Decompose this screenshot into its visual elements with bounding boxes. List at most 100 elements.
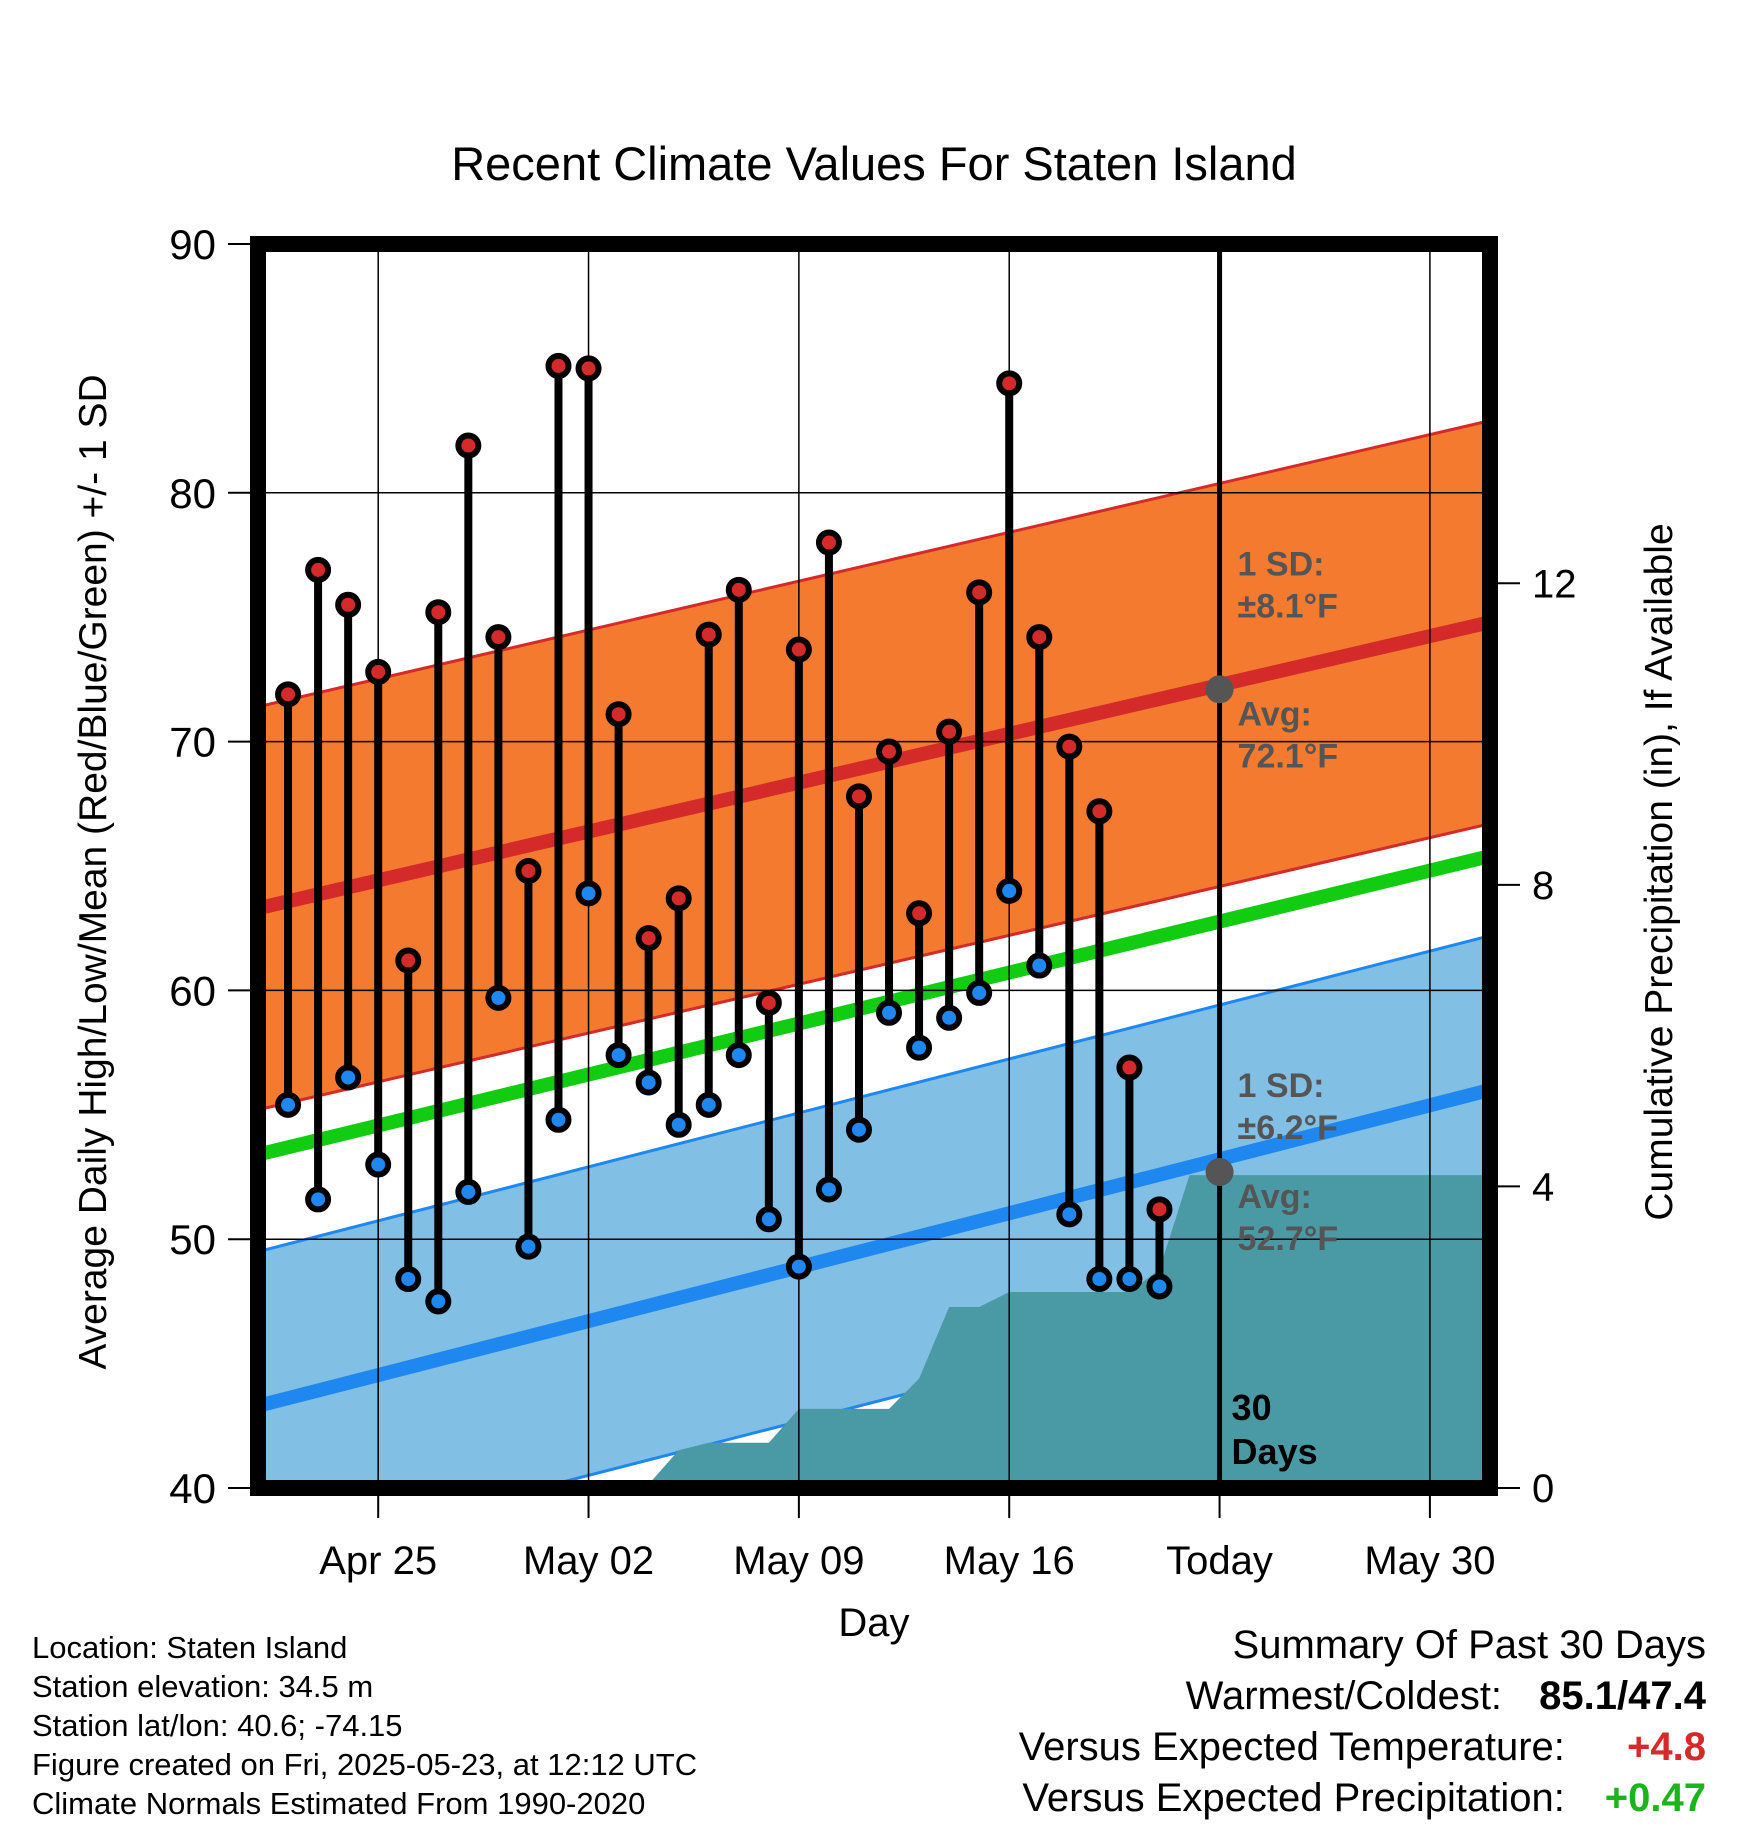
normal-low-band — [258, 935, 1490, 1488]
daily-low-point — [1086, 1266, 1113, 1293]
normal-high-line — [258, 615, 1490, 916]
daily-high-point — [1026, 624, 1053, 651]
daily-low-point — [635, 1069, 662, 1096]
daily-low-point — [845, 1116, 872, 1143]
daily-high-point — [665, 885, 692, 912]
daily-low-point — [755, 1206, 782, 1233]
summary-temp: Versus Expected Temperature: +4.8 — [1019, 1722, 1706, 1773]
normal-low-sd-label: 1 SD: — [1238, 1067, 1325, 1105]
latlon-text: Station lat/lon: 40.6; -74.15 — [32, 1708, 403, 1743]
summary-precip: Versus Expected Precipitation: +0.47 — [1019, 1773, 1706, 1824]
daily-low-point — [876, 999, 903, 1026]
daily-low-point — [515, 1233, 542, 1260]
today-days-label: Days — [1232, 1431, 1318, 1472]
daily-high-point — [515, 857, 542, 884]
daily-low-point — [275, 1091, 302, 1118]
chart-title: Recent Climate Values For Staten Island — [451, 137, 1297, 190]
daily-high-point — [545, 352, 572, 379]
daily-low-point — [425, 1288, 452, 1315]
normal-high-band-lower-edge — [258, 822, 1490, 1112]
normal-high-avg-value: 72.1°F — [1238, 737, 1339, 775]
daily-high-point — [845, 783, 872, 810]
x-tick-label: May 16 — [944, 1539, 1075, 1583]
precipitation-area — [258, 1175, 1490, 1488]
plot-frame — [250, 236, 1498, 1496]
daily-low-point — [335, 1064, 362, 1091]
y2-tick-label: 4 — [1532, 1165, 1554, 1209]
normals-text: Climate Normals Estimated From 1990-2020 — [32, 1786, 646, 1821]
normal-low-line — [258, 1083, 1490, 1413]
daily-low-point — [605, 1042, 632, 1069]
temp-anomaly-value: +4.8 — [1627, 1725, 1706, 1769]
elevation-text: Station elevation: 34.5 m — [32, 1669, 374, 1704]
y2-tick-label: 0 — [1532, 1467, 1554, 1511]
daily-low-point — [305, 1186, 332, 1213]
daily-high-point — [876, 738, 903, 765]
daily-low-point — [695, 1091, 722, 1118]
summary-warmest-coldest: Warmest/Coldest: 85.1/47.4 — [1019, 1671, 1706, 1722]
daily-low-point — [395, 1266, 422, 1293]
daily-high-point — [455, 432, 482, 459]
daily-low-point — [665, 1111, 692, 1138]
daily-low-point — [725, 1042, 752, 1069]
normal-low-sd-value: ±6.2°F — [1238, 1109, 1338, 1147]
y-tick-label: 60 — [169, 967, 216, 1014]
daily-low-point — [1146, 1273, 1173, 1300]
precip-anomaly-value: +0.47 — [1604, 1776, 1706, 1820]
y-tick-label: 40 — [169, 1465, 216, 1512]
daily-low-point — [936, 1004, 963, 1031]
daily-low-point — [575, 880, 602, 907]
y-tick-label: 80 — [169, 470, 216, 517]
daily-high-point — [936, 718, 963, 745]
daily-high-point — [575, 355, 602, 382]
daily-high-point — [906, 900, 933, 927]
summary-panel: Summary Of Past 30 Days Warmest/Coldest:… — [1019, 1620, 1706, 1824]
normal-high-sd-label: 1 SD: — [1238, 545, 1325, 583]
daily-low-point — [485, 984, 512, 1011]
x-tick-label: May 02 — [523, 1539, 654, 1583]
y-axis-label: Average Daily High/Low/Mean (Red/Blue/Gr… — [72, 374, 115, 1369]
normal-high-sd-value: ±8.1°F — [1238, 587, 1338, 625]
daily-high-point — [785, 636, 812, 663]
y2-axis-label: Cumulative Precipitation (in), If Availa… — [1638, 523, 1681, 1220]
summary-title: Summary Of Past 30 Days — [1232, 1623, 1706, 1667]
daily-low-point — [966, 979, 993, 1006]
location-text: Location: Staten Island — [32, 1630, 348, 1665]
daily-high-point — [305, 556, 332, 583]
created-text: Figure created on Fri, 2025-05-23, at 12… — [32, 1747, 698, 1782]
normal-mean-line — [258, 849, 1490, 1162]
precip-anomaly-label: Versus Expected Precipitation: — [1022, 1776, 1565, 1820]
daily-low-point — [996, 877, 1023, 904]
daily-low-point — [815, 1176, 842, 1203]
daily-high-point — [755, 989, 782, 1016]
x-tick-label: May 30 — [1364, 1539, 1495, 1583]
daily-low-point — [365, 1151, 392, 1178]
daily-high-point — [635, 925, 662, 952]
x-axis-label: Day — [838, 1601, 909, 1645]
normal-high-today-marker — [1205, 675, 1234, 704]
x-tick-label: May 09 — [733, 1539, 864, 1583]
station-info: Location: Staten Island Station elevatio… — [32, 1628, 697, 1823]
plot-area: 1 SD: ±8.1°F Avg: 72.1°F 1 SD: ±6.2°F Avg: 52.7… — [169, 221, 1576, 1583]
daily-low-point — [906, 1034, 933, 1061]
temp-anomaly-label: Versus Expected Temperature: — [1018, 1725, 1565, 1769]
daily-low-point — [1026, 952, 1053, 979]
plot-clip-group — [258, 244, 1490, 1488]
warmest-coldest-label: Warmest/Coldest: — [1185, 1674, 1503, 1718]
normal-low-avg-value: 52.7°F — [1238, 1220, 1339, 1258]
daily-low-point — [785, 1253, 812, 1280]
warmest-coldest-value: 85.1/47.4 — [1539, 1674, 1706, 1718]
daily-high-point — [605, 701, 632, 728]
y-tick-label: 70 — [169, 719, 216, 766]
y2-tick-label: 12 — [1532, 562, 1577, 606]
x-tick-label: Apr 25 — [319, 1539, 437, 1583]
daily-low-point — [545, 1106, 572, 1133]
daily-high-point — [695, 621, 722, 648]
daily-high-point — [996, 370, 1023, 397]
today-days-number: 30 — [1232, 1387, 1272, 1428]
daily-high-point — [395, 947, 422, 974]
daily-high-point — [1086, 798, 1113, 825]
daily-high-point — [725, 576, 752, 603]
x-tick-label: Today — [1166, 1539, 1273, 1583]
